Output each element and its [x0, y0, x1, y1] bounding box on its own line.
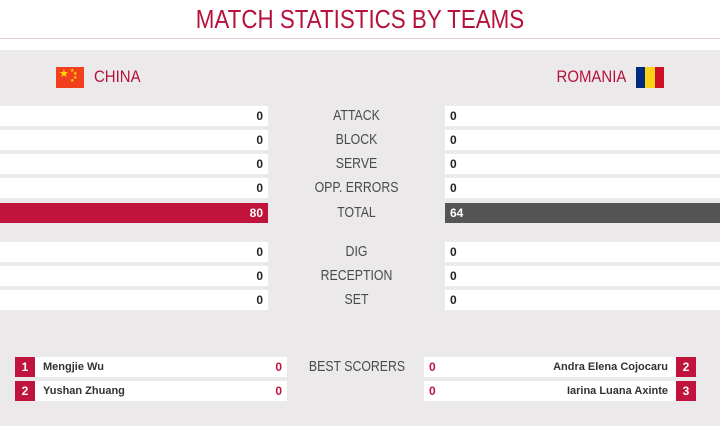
total-bar-left: 80: [0, 203, 268, 223]
stat-value-right: 0: [450, 245, 457, 259]
scorer-box: 0 Andra Elena Cojocaru: [424, 357, 676, 377]
scorer-name: Mengjie Wu: [43, 361, 104, 373]
stat-bar-right: 0: [445, 130, 720, 150]
scorer-rank: 1: [15, 357, 35, 377]
scorer-box: 0 Iarina Luana Axinte: [424, 381, 676, 401]
stat-row-dig: 0 DIG 0: [0, 242, 720, 262]
scorer-rank: 2: [15, 381, 35, 401]
team-left-name: CHINA: [94, 67, 141, 86]
stat-value-left: 0: [256, 245, 263, 259]
stat-value-right: 0: [450, 133, 457, 147]
stat-value-right: 0: [450, 109, 457, 123]
stat-value-left: 0: [256, 181, 263, 195]
stat-value-left: 0: [256, 293, 263, 307]
stat-bar-right: 0: [445, 290, 720, 310]
stat-row-set: 0 SET 0: [0, 290, 720, 310]
stat-value-left: 0: [256, 109, 263, 123]
scorer-right-2[interactable]: 0 Iarina Luana Axinte 3: [424, 381, 696, 401]
scorer-box: Mengjie Wu 0: [35, 357, 287, 377]
stat-row-reception: 0 RECEPTION 0: [0, 266, 720, 286]
stat-label: DIG: [345, 243, 368, 260]
scorer-rank: 2: [676, 357, 696, 377]
scorer-name: Iarina Luana Axinte: [566, 385, 668, 397]
stat-label: SET: [344, 291, 369, 308]
stat-label: RECEPTION: [320, 267, 393, 284]
stat-row-block: 0 BLOCK 0: [0, 130, 720, 150]
stat-value-left: 0: [256, 269, 263, 283]
stat-bar-right: 0: [445, 242, 720, 262]
team-right-name: ROMANIA: [556, 67, 626, 86]
team-right: ROMANIA: [547, 65, 664, 89]
stat-value-right: 0: [450, 293, 457, 307]
stat-bar-right: 0: [445, 106, 720, 126]
scorer-points: 0: [275, 360, 282, 374]
stat-value-right: 0: [450, 157, 457, 171]
scorer-left-1[interactable]: 1 Mengjie Wu 0: [15, 357, 287, 377]
stat-value-right: 0: [450, 269, 457, 283]
total-label: TOTAL: [337, 204, 376, 221]
team-left: ★ ★ ★ ★ ★ CHINA: [56, 65, 147, 89]
total-value-right: 64: [450, 206, 464, 220]
scorer-rank: 3: [676, 381, 696, 401]
stat-value-right: 0: [450, 181, 457, 195]
stat-bar-left: 0: [0, 266, 268, 286]
stat-row-opp-errors: 0 OPP. ERRORS 0: [0, 178, 720, 198]
stat-value-left: 0: [256, 133, 263, 147]
stat-bar-left: 0: [0, 130, 268, 150]
stat-label: SERVE: [335, 155, 378, 172]
stat-bar-right: 0: [445, 178, 720, 198]
scorer-points: 0: [275, 384, 282, 398]
stat-bar-left: 0: [0, 154, 268, 174]
scorer-left-2[interactable]: 2 Yushan Zhuang 0: [15, 381, 287, 401]
scorer-points: 0: [429, 384, 436, 398]
stat-bar-right: 0: [445, 154, 720, 174]
page-title: MATCH STATISTICS BY TEAMS: [195, 4, 525, 34]
total-bar-right: 64: [445, 203, 720, 223]
scorer-points: 0: [429, 360, 436, 374]
title-divider: [0, 38, 720, 39]
scorer-box: Yushan Zhuang 0: [35, 381, 287, 401]
scorer-name: Andra Elena Cojocaru: [553, 361, 668, 373]
stat-bar-left: 0: [0, 106, 268, 126]
stat-label: BLOCK: [335, 131, 378, 148]
stat-bar-left: 0: [0, 242, 268, 262]
stat-label: ATTACK: [333, 107, 380, 124]
stat-row-serve: 0 SERVE 0: [0, 154, 720, 174]
stat-value-left: 0: [256, 157, 263, 171]
stat-row-attack: 0 ATTACK 0: [0, 106, 720, 126]
stat-bar-right: 0: [445, 266, 720, 286]
stat-bar-left: 0: [0, 290, 268, 310]
scorer-right-1[interactable]: 0 Andra Elena Cojocaru 2: [424, 357, 696, 377]
scorer-name: Yushan Zhuang: [43, 385, 125, 397]
china-flag-icon: ★ ★ ★ ★ ★: [56, 66, 84, 88]
total-value-left: 80: [249, 206, 263, 220]
stat-label: OPP. ERRORS: [314, 179, 399, 196]
best-scorers-label: BEST SCORERS: [308, 358, 406, 375]
stat-bar-left: 0: [0, 178, 268, 198]
romania-flag-icon: [636, 66, 664, 88]
stat-row-total: 80 TOTAL 64: [0, 203, 720, 223]
